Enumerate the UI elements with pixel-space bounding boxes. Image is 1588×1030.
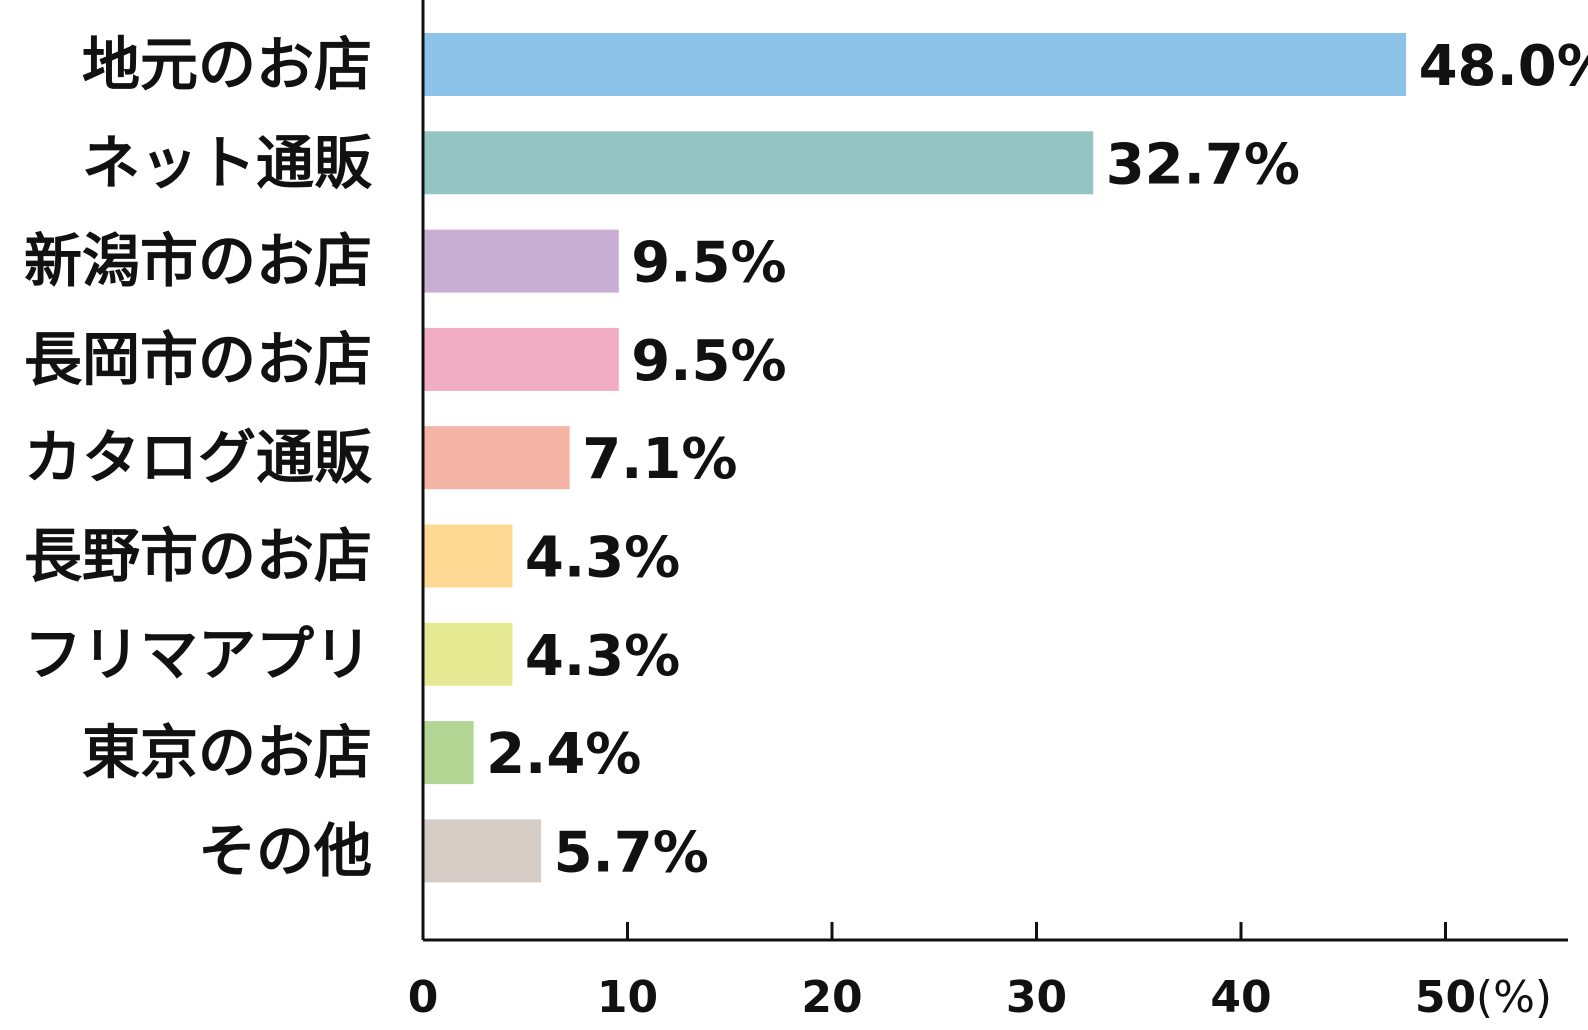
bar-3: [424, 327, 619, 391]
bar-4: [424, 426, 570, 490]
category-label-1: ネット通販: [82, 129, 373, 197]
bar-8: [424, 819, 542, 883]
category-label-6: フリマアプリ: [24, 620, 372, 688]
value-label-2: 9.5%: [631, 231, 786, 296]
x-tick-label-3: 30: [1006, 972, 1067, 1023]
value-label-1: 32.7%: [1106, 132, 1300, 197]
value-label-8: 5.7%: [554, 820, 709, 885]
category-label-5: 長野市のお店: [24, 522, 372, 590]
category-label-8: その他: [198, 817, 372, 885]
value-label-6: 4.3%: [525, 624, 680, 689]
x-tick-label-4: 40: [1210, 972, 1271, 1023]
bar-0: [424, 33, 1407, 96]
category-label-4: カタログ通販: [24, 424, 373, 492]
bar-2: [424, 229, 619, 293]
value-label-0: 48.0%: [1419, 34, 1588, 99]
category-label-0: 地元のお店: [82, 31, 372, 99]
x-tick-label-5: 50: [1415, 972, 1476, 1023]
category-label-2: 新潟市のお店: [24, 227, 372, 295]
value-label-5: 4.3%: [525, 526, 680, 591]
x-tick-label-1: 10: [597, 972, 658, 1023]
category-label-7: 東京のお店: [82, 719, 372, 787]
bar-1: [424, 131, 1094, 195]
value-label-4: 7.1%: [582, 427, 737, 492]
bar-6: [424, 622, 513, 686]
x-axis-unit-label: (%): [1476, 972, 1552, 1023]
value-label-7: 2.4%: [486, 722, 641, 787]
bar-5: [424, 524, 513, 588]
x-tick-label-0: 0: [408, 972, 439, 1023]
category-label-3: 長岡市のお店: [24, 325, 372, 393]
x-tick-label-2: 20: [801, 972, 862, 1023]
value-label-3: 9.5%: [631, 329, 786, 394]
bar-7: [424, 721, 474, 785]
